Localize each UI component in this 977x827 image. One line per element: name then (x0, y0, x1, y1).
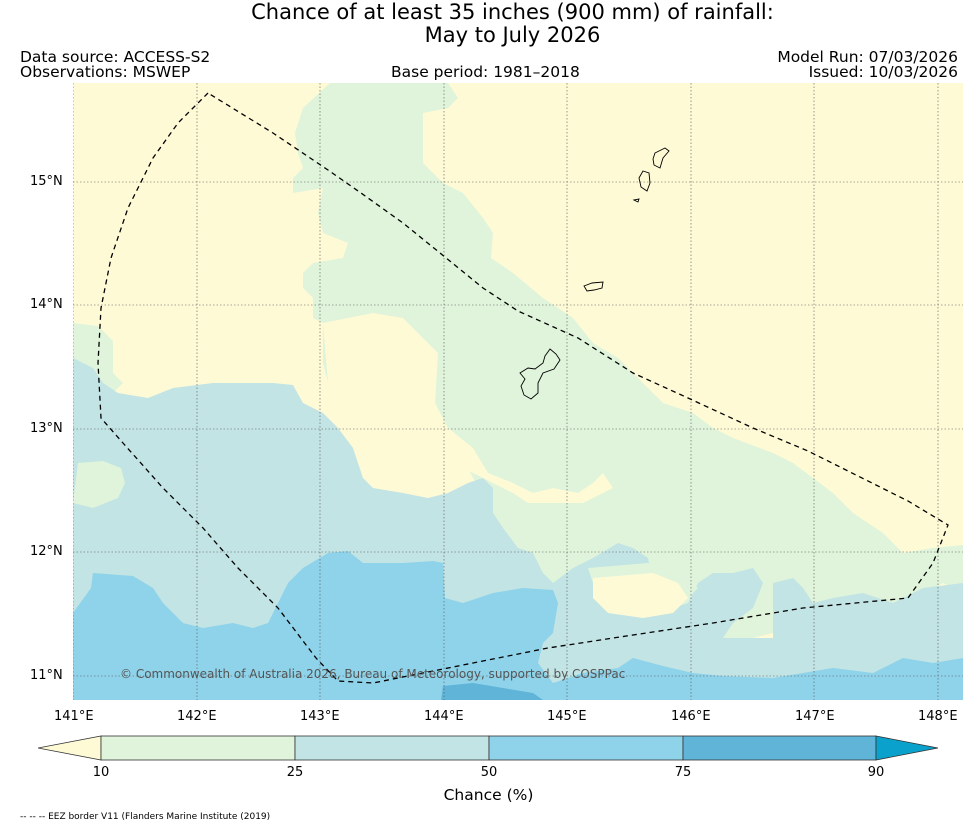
colorbar-segment (100, 735, 296, 761)
region-10-25 (823, 553, 943, 588)
lon-tick: 147°E (795, 709, 835, 724)
lon-tick: 141°E (54, 709, 94, 724)
model-run: Model Run: 07/03/2026 (777, 48, 958, 66)
tinian-island (638, 170, 651, 192)
data-source: Data source: ACCESS-S2 (20, 48, 211, 66)
lat-tick: 15°N (30, 174, 63, 189)
region-75-90 (441, 683, 543, 700)
lon-tick: 143°E (300, 709, 340, 724)
guam-island (519, 348, 561, 400)
probability-map: © Commonwealth of Australia 2026, Bureau… (73, 83, 963, 700)
graticule (73, 83, 963, 700)
colorbar (38, 735, 939, 761)
region-lt10 (323, 313, 613, 503)
colorbar-tick: 50 (480, 765, 498, 780)
lon-tick: 142°E (177, 709, 217, 724)
lon-tick: 146°E (671, 709, 711, 724)
base-period: Base period: 1981–2018 (391, 63, 580, 81)
colorbar-tick: 25 (286, 765, 304, 780)
island-outlines (519, 147, 670, 400)
colorbar-tick: 10 (92, 765, 110, 780)
lat-tick: 13°N (30, 421, 63, 436)
copyright-notice: © Commonwealth of Australia 2026, Bureau… (120, 667, 626, 681)
aguijan-island (632, 198, 640, 203)
lon-tick: 144°E (424, 709, 464, 724)
colorbar-segment (488, 735, 684, 761)
lon-tick: 148°E (918, 709, 958, 724)
eez-border (97, 92, 949, 684)
colorbar-segment (682, 735, 877, 761)
map-title-line2: May to July 2026 (424, 23, 601, 47)
region-10-25 (73, 461, 125, 508)
colorbar-segment (294, 735, 490, 761)
map-title-line1: Chance of at least 35 inches (900 mm) of… (251, 0, 774, 24)
rota-island (583, 281, 604, 292)
eez-footnote: -- -- -- EEZ border V11 (Flanders Marine… (20, 812, 271, 822)
lat-tick: 14°N (30, 297, 63, 312)
region-10-25 (293, 83, 963, 668)
saipan-island (652, 147, 670, 169)
issued-date: Issued: 10/03/2026 (808, 63, 958, 81)
colorbar-tick: 75 (674, 765, 692, 780)
lon-tick: 145°E (547, 709, 587, 724)
region-lt10 (593, 573, 688, 618)
colorbar-segment (38, 735, 102, 761)
region-50-75 (73, 551, 963, 700)
lat-tick: 11°N (30, 668, 63, 683)
lat-tick: 12°N (30, 544, 63, 559)
map-canvas (73, 83, 963, 700)
colorbar-label: Chance (%) (443, 786, 534, 804)
colorbar-segment (875, 735, 939, 761)
observations: Observations: MSWEP (20, 63, 191, 81)
colorbar-tick: 90 (867, 765, 885, 780)
